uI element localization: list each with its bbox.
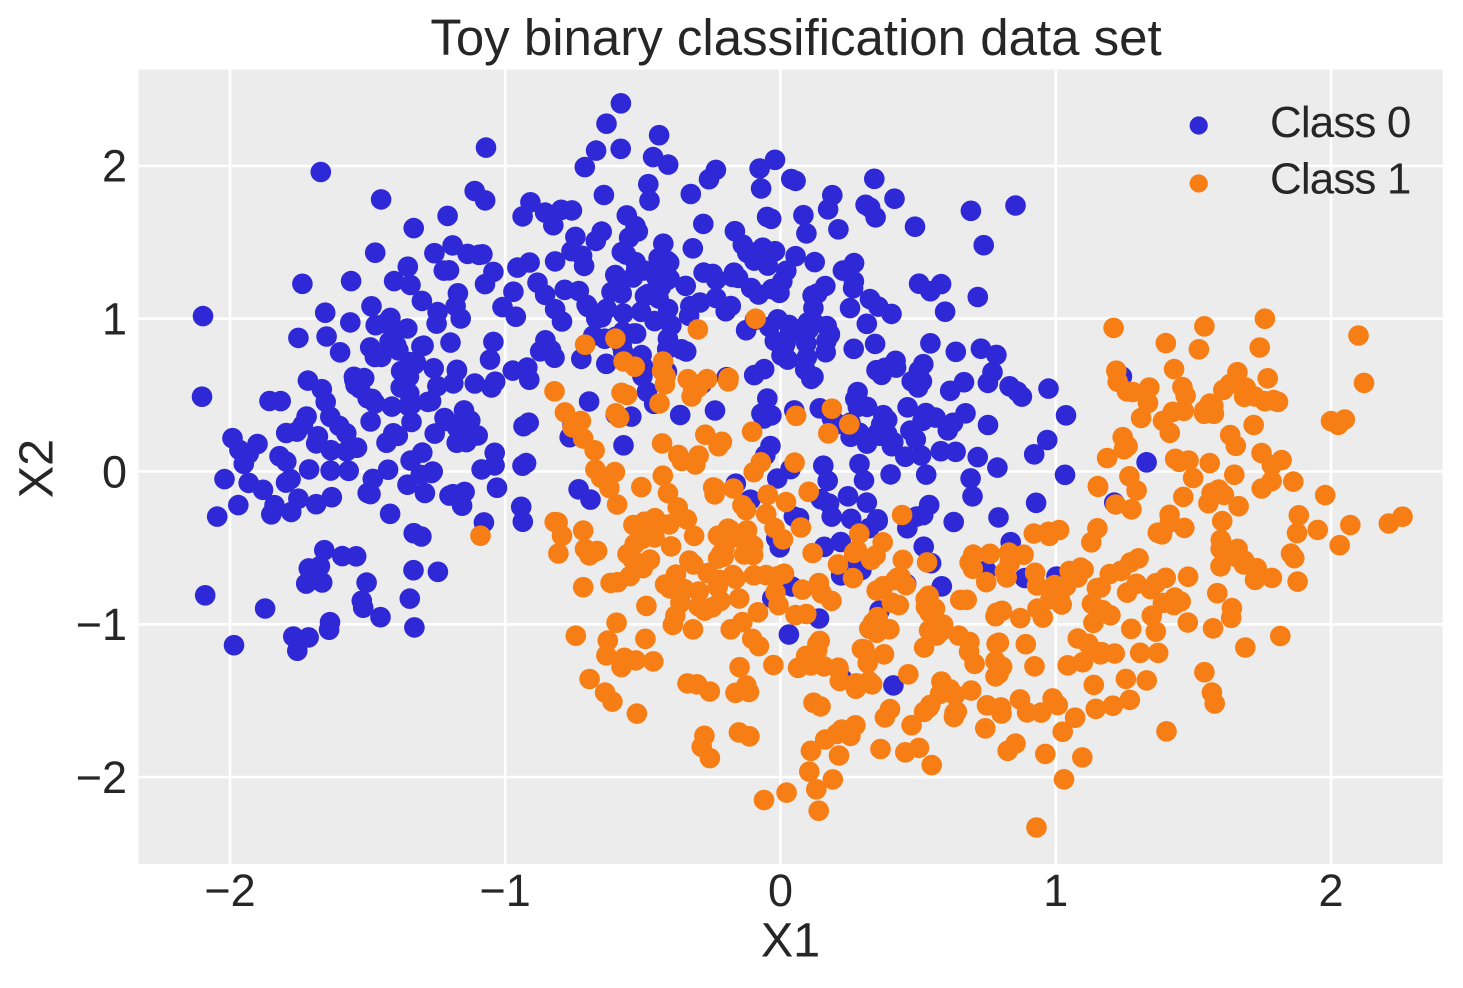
svg-text:−2: −2 bbox=[76, 752, 127, 803]
svg-text:−2: −2 bbox=[204, 865, 255, 916]
svg-text:Class 0: Class 0 bbox=[1270, 98, 1410, 147]
svg-text:0: 0 bbox=[768, 865, 793, 916]
svg-text:1: 1 bbox=[102, 294, 127, 345]
svg-text:1: 1 bbox=[1043, 865, 1068, 916]
svg-text:−1: −1 bbox=[76, 599, 127, 650]
svg-text:−1: −1 bbox=[480, 865, 531, 916]
svg-text:Toy binary classification data: Toy binary classification data set bbox=[430, 9, 1161, 66]
svg-text:0: 0 bbox=[102, 446, 127, 497]
svg-text:2: 2 bbox=[1318, 865, 1343, 916]
svg-text:Class 1: Class 1 bbox=[1270, 154, 1410, 203]
svg-text:X2: X2 bbox=[10, 439, 64, 498]
svg-text:X1: X1 bbox=[761, 914, 820, 968]
svg-text:2: 2 bbox=[102, 141, 127, 192]
